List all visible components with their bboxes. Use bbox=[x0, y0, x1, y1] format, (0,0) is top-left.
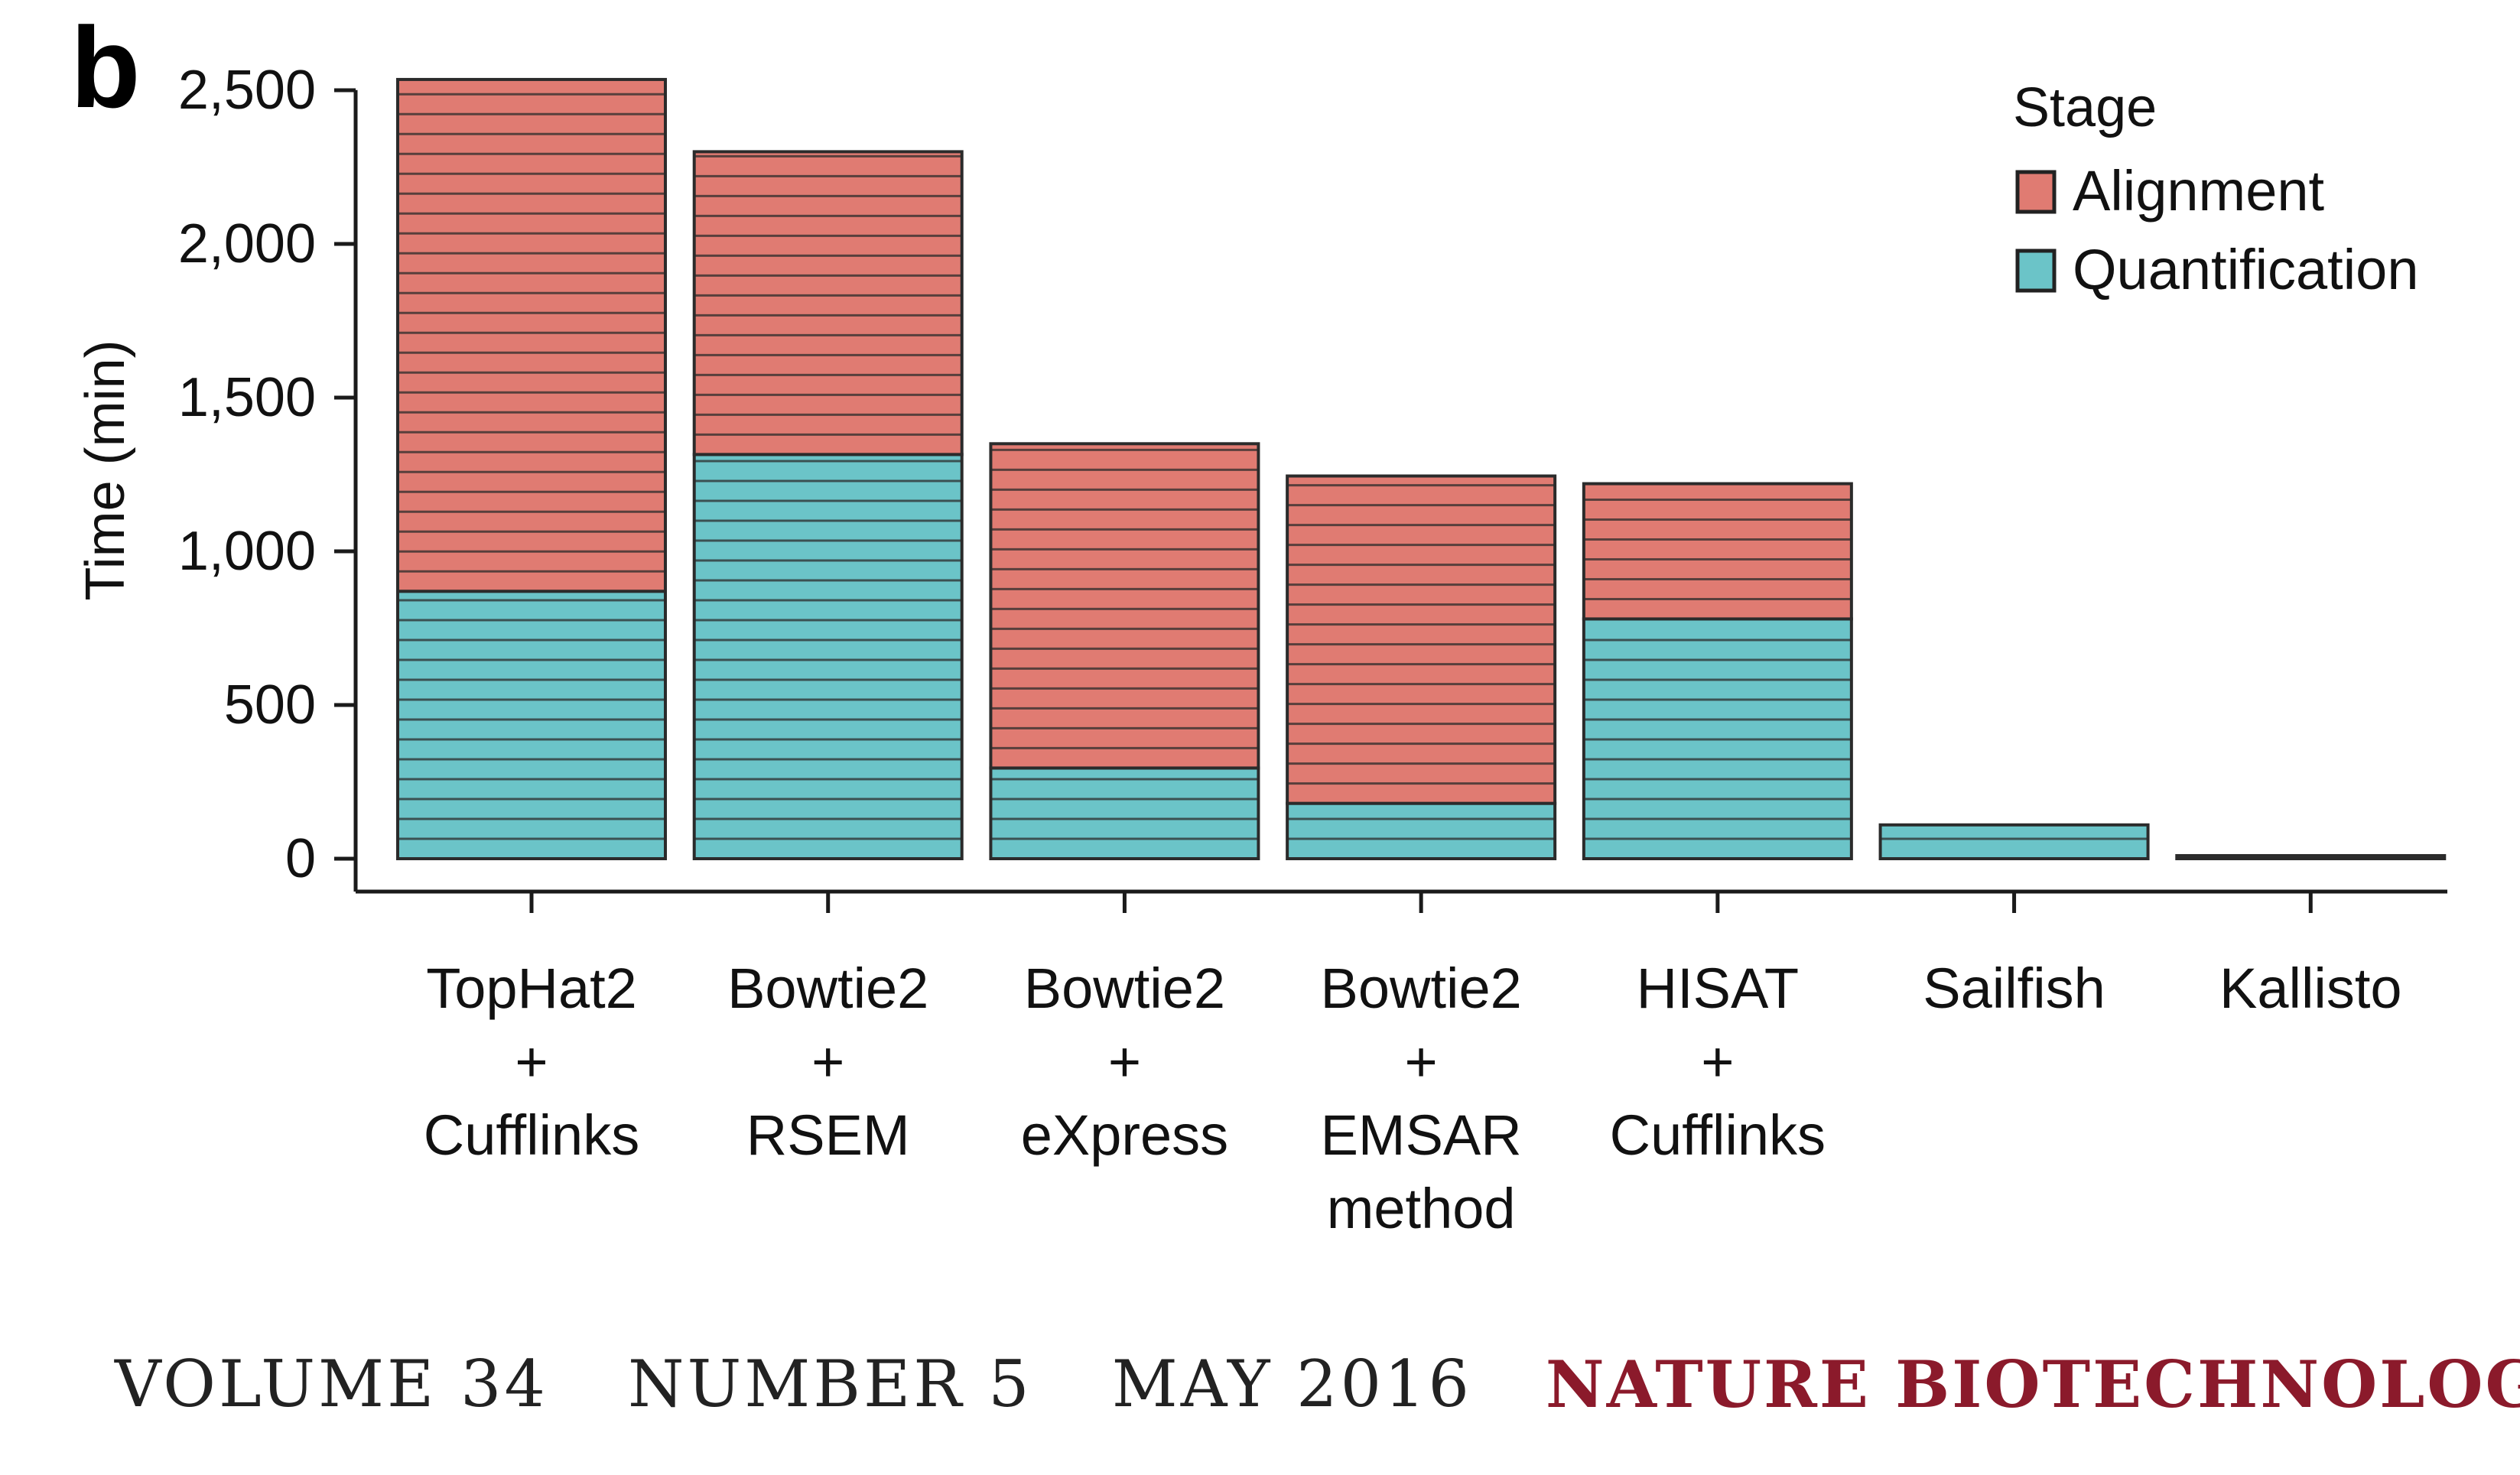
x-tick-label: + bbox=[515, 1030, 548, 1093]
legend: Stage Alignment Quantification bbox=[2013, 77, 2419, 301]
legend-swatch-alignment bbox=[2015, 170, 2057, 214]
footer-journal: NATURE BIOTECHNOLOGY bbox=[1545, 1346, 2520, 1422]
x-tick-label: + bbox=[811, 1030, 844, 1093]
footer-number: NUMBER 5 bbox=[627, 1347, 1032, 1421]
legend-entry-alignment: Alignment bbox=[2073, 159, 2325, 223]
y-axis-label: Time (min) bbox=[75, 340, 136, 600]
x-tick-label: Bowtie2 bbox=[1321, 957, 1522, 1020]
bar-segment-quantification bbox=[396, 590, 667, 860]
y-tick-label: 1,000 bbox=[178, 521, 316, 582]
bar-stripes bbox=[1287, 484, 1556, 785]
bar-segment-alignment bbox=[989, 442, 1260, 770]
x-tick-label: Cufflinks bbox=[424, 1103, 639, 1167]
footer-volume: VOLUME 34 bbox=[115, 1347, 548, 1421]
x-tick-label: Cufflinks bbox=[1610, 1103, 1826, 1167]
x-tick-label: method bbox=[1327, 1177, 1516, 1240]
bar-segment-alignment bbox=[396, 77, 667, 593]
bar-stripes bbox=[1583, 498, 1852, 600]
bar-stripes bbox=[398, 599, 665, 840]
x-tick-label: + bbox=[1108, 1030, 1141, 1093]
bar-stripes bbox=[1583, 638, 1852, 840]
x-tick-label: RSEM bbox=[746, 1103, 910, 1167]
x-tick-label: + bbox=[1405, 1030, 1438, 1093]
journal-footer: VOLUME 34 NUMBER 5 MAY 2016 NATURE BIOTE… bbox=[115, 1342, 2520, 1426]
legend-title: Stage bbox=[2013, 77, 2157, 138]
bar-stripes bbox=[990, 778, 1259, 840]
footer-date: MAY 2016 bbox=[1111, 1347, 1472, 1421]
x-tick-labels: TopHat2 + Cufflinks Bowtie2 + RSEM Bowtie2 + eXp… bbox=[424, 957, 2402, 1240]
y-tick-label: 1,500 bbox=[178, 367, 316, 428]
bar-stripes bbox=[990, 448, 1259, 749]
y-tick-label: 0 bbox=[285, 828, 316, 889]
bar-segment-quantification bbox=[1878, 823, 2150, 861]
bar-segment-quantification bbox=[2175, 853, 2447, 860]
x-tick-label: Sailfish bbox=[1923, 957, 2105, 1020]
x-axis bbox=[356, 889, 2447, 913]
x-tick-label: Kallisto bbox=[2219, 957, 2402, 1020]
x-tick-label: + bbox=[1701, 1030, 1734, 1093]
bar-segment-quantification bbox=[989, 766, 1260, 860]
x-tick-label: TopHat2 bbox=[426, 957, 637, 1020]
bar-stripes bbox=[398, 93, 665, 573]
bar-stripes bbox=[1287, 817, 1556, 840]
stacked-bar-chart: b 0 500 1,000 1,500 2,000 2,500 TopHat2 + Cuffl… bbox=[70, 3, 2447, 1240]
bar-segment-alignment bbox=[1582, 482, 1853, 621]
legend-entry-quantification: Quantification bbox=[2073, 238, 2419, 301]
legend-swatch-quantification bbox=[2015, 249, 2057, 293]
bar-stripes bbox=[694, 154, 962, 436]
x-tick-label: EMSAR bbox=[1321, 1103, 1522, 1167]
y-tick-label: 2,500 bbox=[178, 60, 316, 121]
bars bbox=[396, 77, 2447, 861]
bar-segment-alignment bbox=[692, 150, 964, 456]
bar-stripes bbox=[694, 460, 962, 840]
x-tick-label: HISAT bbox=[1637, 957, 1799, 1020]
y-axis: 0 500 1,000 1,500 2,000 2,500 bbox=[178, 60, 358, 892]
bar-segment-alignment bbox=[1286, 474, 1557, 805]
x-tick-label: Bowtie2 bbox=[1024, 957, 1225, 1020]
x-tick-label: Bowtie2 bbox=[727, 957, 928, 1020]
panel-label: b bbox=[70, 3, 141, 132]
bar-segment-quantification bbox=[1286, 801, 1557, 861]
y-tick-label: 500 bbox=[224, 674, 316, 736]
y-tick-label: 2,000 bbox=[178, 213, 316, 275]
x-tick-label: eXpress bbox=[1021, 1103, 1228, 1167]
